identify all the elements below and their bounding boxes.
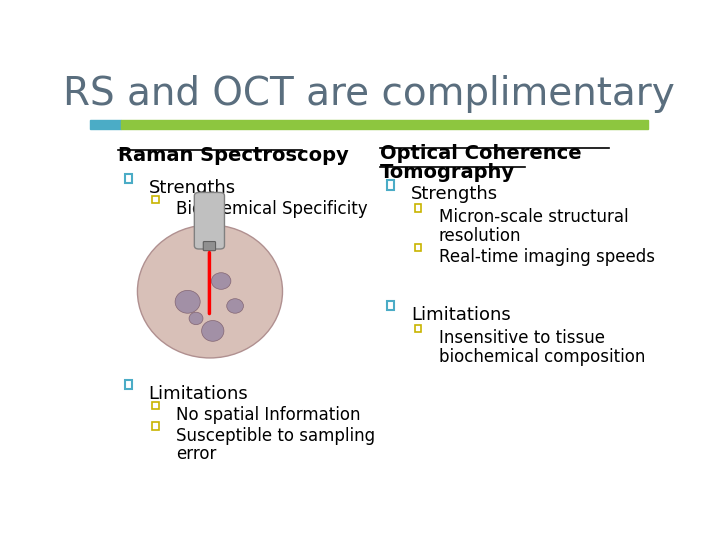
- Bar: [387, 180, 394, 190]
- Bar: [415, 244, 421, 251]
- Ellipse shape: [202, 321, 224, 341]
- Text: Limitations: Limitations: [148, 385, 248, 403]
- Bar: [153, 422, 158, 430]
- Text: Strengths: Strengths: [148, 179, 235, 197]
- Ellipse shape: [138, 225, 282, 358]
- Text: Real-time imaging speeds: Real-time imaging speeds: [438, 248, 654, 266]
- Bar: [125, 380, 132, 389]
- Bar: [415, 325, 421, 332]
- Ellipse shape: [227, 299, 243, 313]
- Bar: [90, 120, 121, 129]
- Text: error: error: [176, 446, 217, 463]
- Text: Limitations: Limitations: [411, 306, 510, 324]
- Bar: [121, 120, 648, 129]
- Text: Insensitive to tissue: Insensitive to tissue: [438, 329, 605, 347]
- Text: Biochemical Specificity: Biochemical Specificity: [176, 200, 368, 218]
- Text: RS and OCT are complimentary: RS and OCT are complimentary: [63, 75, 675, 113]
- Bar: [387, 301, 394, 310]
- Bar: [415, 204, 421, 212]
- Text: Susceptible to sampling: Susceptible to sampling: [176, 427, 376, 444]
- Ellipse shape: [189, 312, 203, 325]
- Text: Raman Spectroscopy: Raman Spectroscopy: [118, 146, 348, 165]
- Ellipse shape: [212, 273, 231, 289]
- Text: resolution: resolution: [438, 227, 521, 245]
- Ellipse shape: [175, 291, 200, 313]
- Bar: [153, 402, 158, 409]
- Text: Optical Coherence: Optical Coherence: [380, 144, 582, 163]
- FancyBboxPatch shape: [194, 192, 225, 249]
- FancyBboxPatch shape: [203, 241, 215, 251]
- Text: No spatial Information: No spatial Information: [176, 406, 361, 424]
- Text: Tomography: Tomography: [380, 163, 516, 181]
- Text: Strengths: Strengths: [411, 185, 498, 204]
- Text: biochemical composition: biochemical composition: [438, 348, 645, 366]
- Bar: [125, 174, 132, 183]
- Bar: [153, 196, 158, 203]
- Text: Micron-scale structural: Micron-scale structural: [438, 208, 629, 226]
